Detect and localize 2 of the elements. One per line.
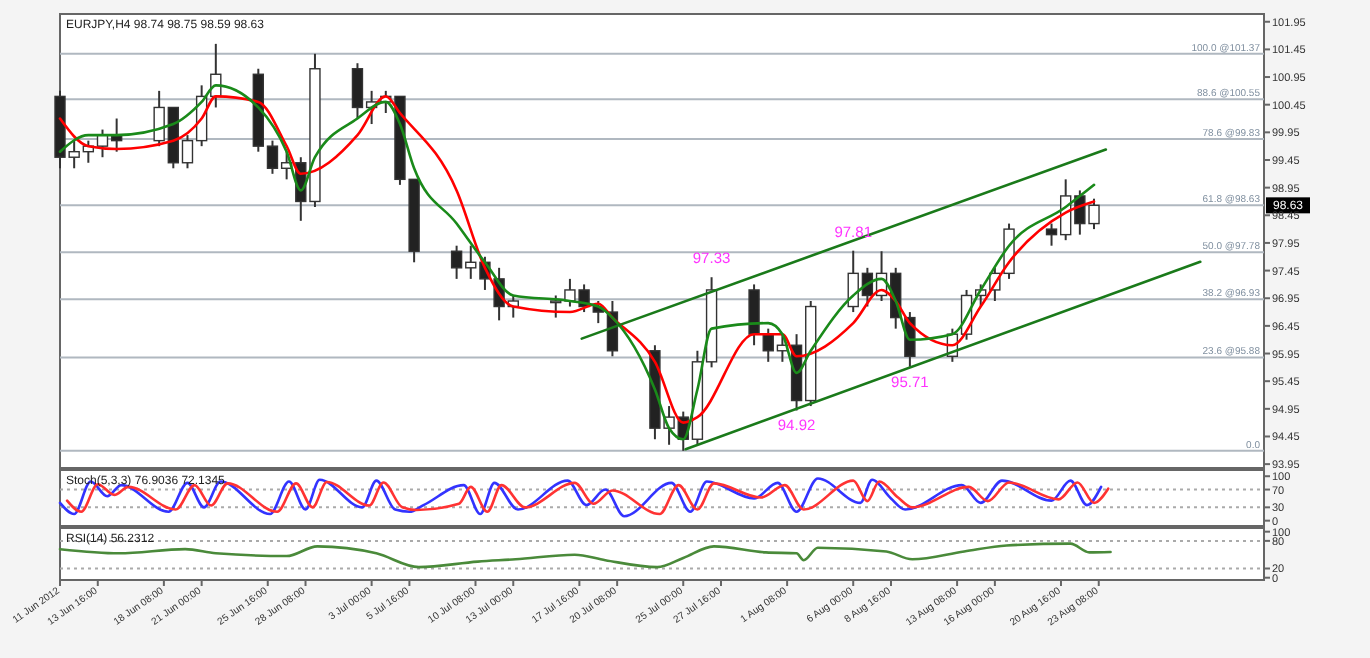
- line-series: [58, 542, 1112, 569]
- candlestick: [748, 283, 760, 347]
